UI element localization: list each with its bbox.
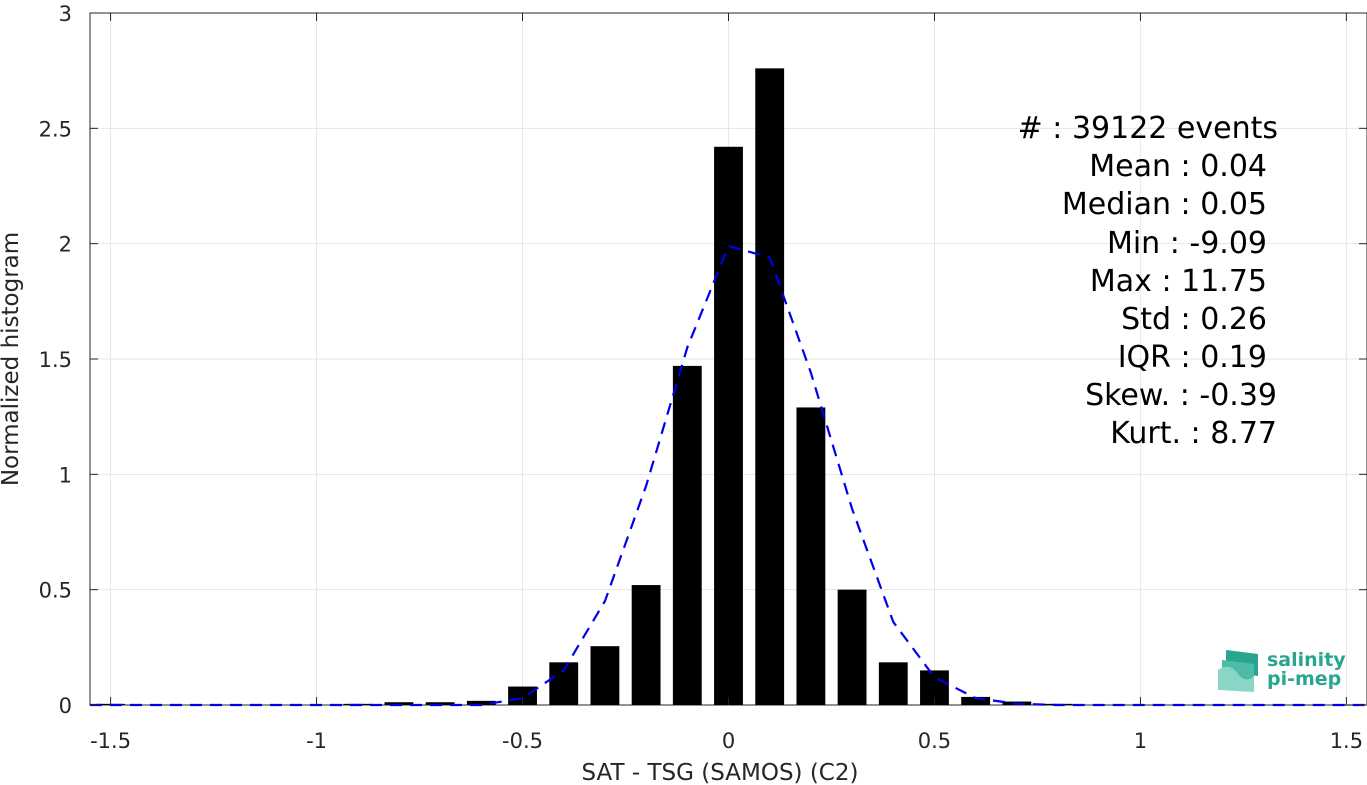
x-tick-label: -0.5 <box>502 729 543 753</box>
x-axis-label: SAT - TSG (SAMOS) (C2) <box>582 760 859 785</box>
stat-std: Std : 0.26 <box>1121 302 1267 337</box>
x-tick-label: -1 <box>306 729 327 753</box>
logo-text-salinity: salinity <box>1267 649 1346 671</box>
x-tick-label: 0.5 <box>918 729 951 753</box>
y-tick-label: 3 <box>59 2 72 26</box>
wave-logo-icon <box>1218 650 1258 692</box>
y-ticks: 0 0.5 1 1.5 2 2.5 3 <box>39 2 1367 718</box>
histogram-bar <box>466 700 496 705</box>
x-tick-label: 1.5 <box>1330 729 1363 753</box>
stat-count: # : 39122 events <box>1018 111 1278 146</box>
histogram-bar <box>837 589 867 705</box>
stat-median: Median : 0.05 <box>1062 187 1267 222</box>
y-tick-label: 1.5 <box>39 348 72 372</box>
fit-curve <box>90 244 1367 707</box>
salinity-pi-mep-logo: salinity pi-mep <box>1218 649 1346 692</box>
y-tick-label: 0 <box>59 694 72 718</box>
histogram-bar <box>961 696 991 705</box>
histogram-bar <box>672 365 702 705</box>
y-tick-label: 1 <box>59 463 72 487</box>
histogram-bar <box>755 68 785 706</box>
y-tick-label: 0.5 <box>39 579 72 603</box>
stat-kurt: Kurt. : 8.77 <box>1110 416 1277 451</box>
histogram-bar <box>425 702 455 705</box>
logo-text-pi-mep: pi-mep <box>1267 668 1341 690</box>
x-tick-label: 0 <box>722 729 735 753</box>
y-axis-label: Normalized histogram <box>0 232 24 486</box>
histogram-bar <box>1331 704 1361 706</box>
y-tick-label: 2.5 <box>39 117 72 141</box>
y-tick-label: 2 <box>59 233 72 257</box>
histogram-bar <box>878 662 908 705</box>
histogram-bars <box>96 68 1361 706</box>
stats-block: # : 39122 events Mean : 0.04 Median : 0.… <box>1018 111 1278 451</box>
histogram-bar <box>384 702 414 705</box>
histogram-bar <box>714 146 743 705</box>
stat-mean: Mean : 0.04 <box>1089 149 1267 184</box>
stat-skew: Skew. : -0.39 <box>1085 378 1277 413</box>
x-tick-label: -1.5 <box>90 729 131 753</box>
stat-min: Min : -9.09 <box>1107 226 1267 261</box>
histogram-bar <box>631 585 661 705</box>
histogram-bar <box>590 646 620 705</box>
x-ticks: -1.5 -1 -0.5 0 0.5 1 1.5 <box>90 13 1363 753</box>
stat-iqr: IQR : 0.19 <box>1118 340 1267 375</box>
stat-max: Max : 11.75 <box>1090 264 1267 299</box>
x-tick-label: 1 <box>1134 729 1147 753</box>
histogram-bar <box>796 407 826 705</box>
